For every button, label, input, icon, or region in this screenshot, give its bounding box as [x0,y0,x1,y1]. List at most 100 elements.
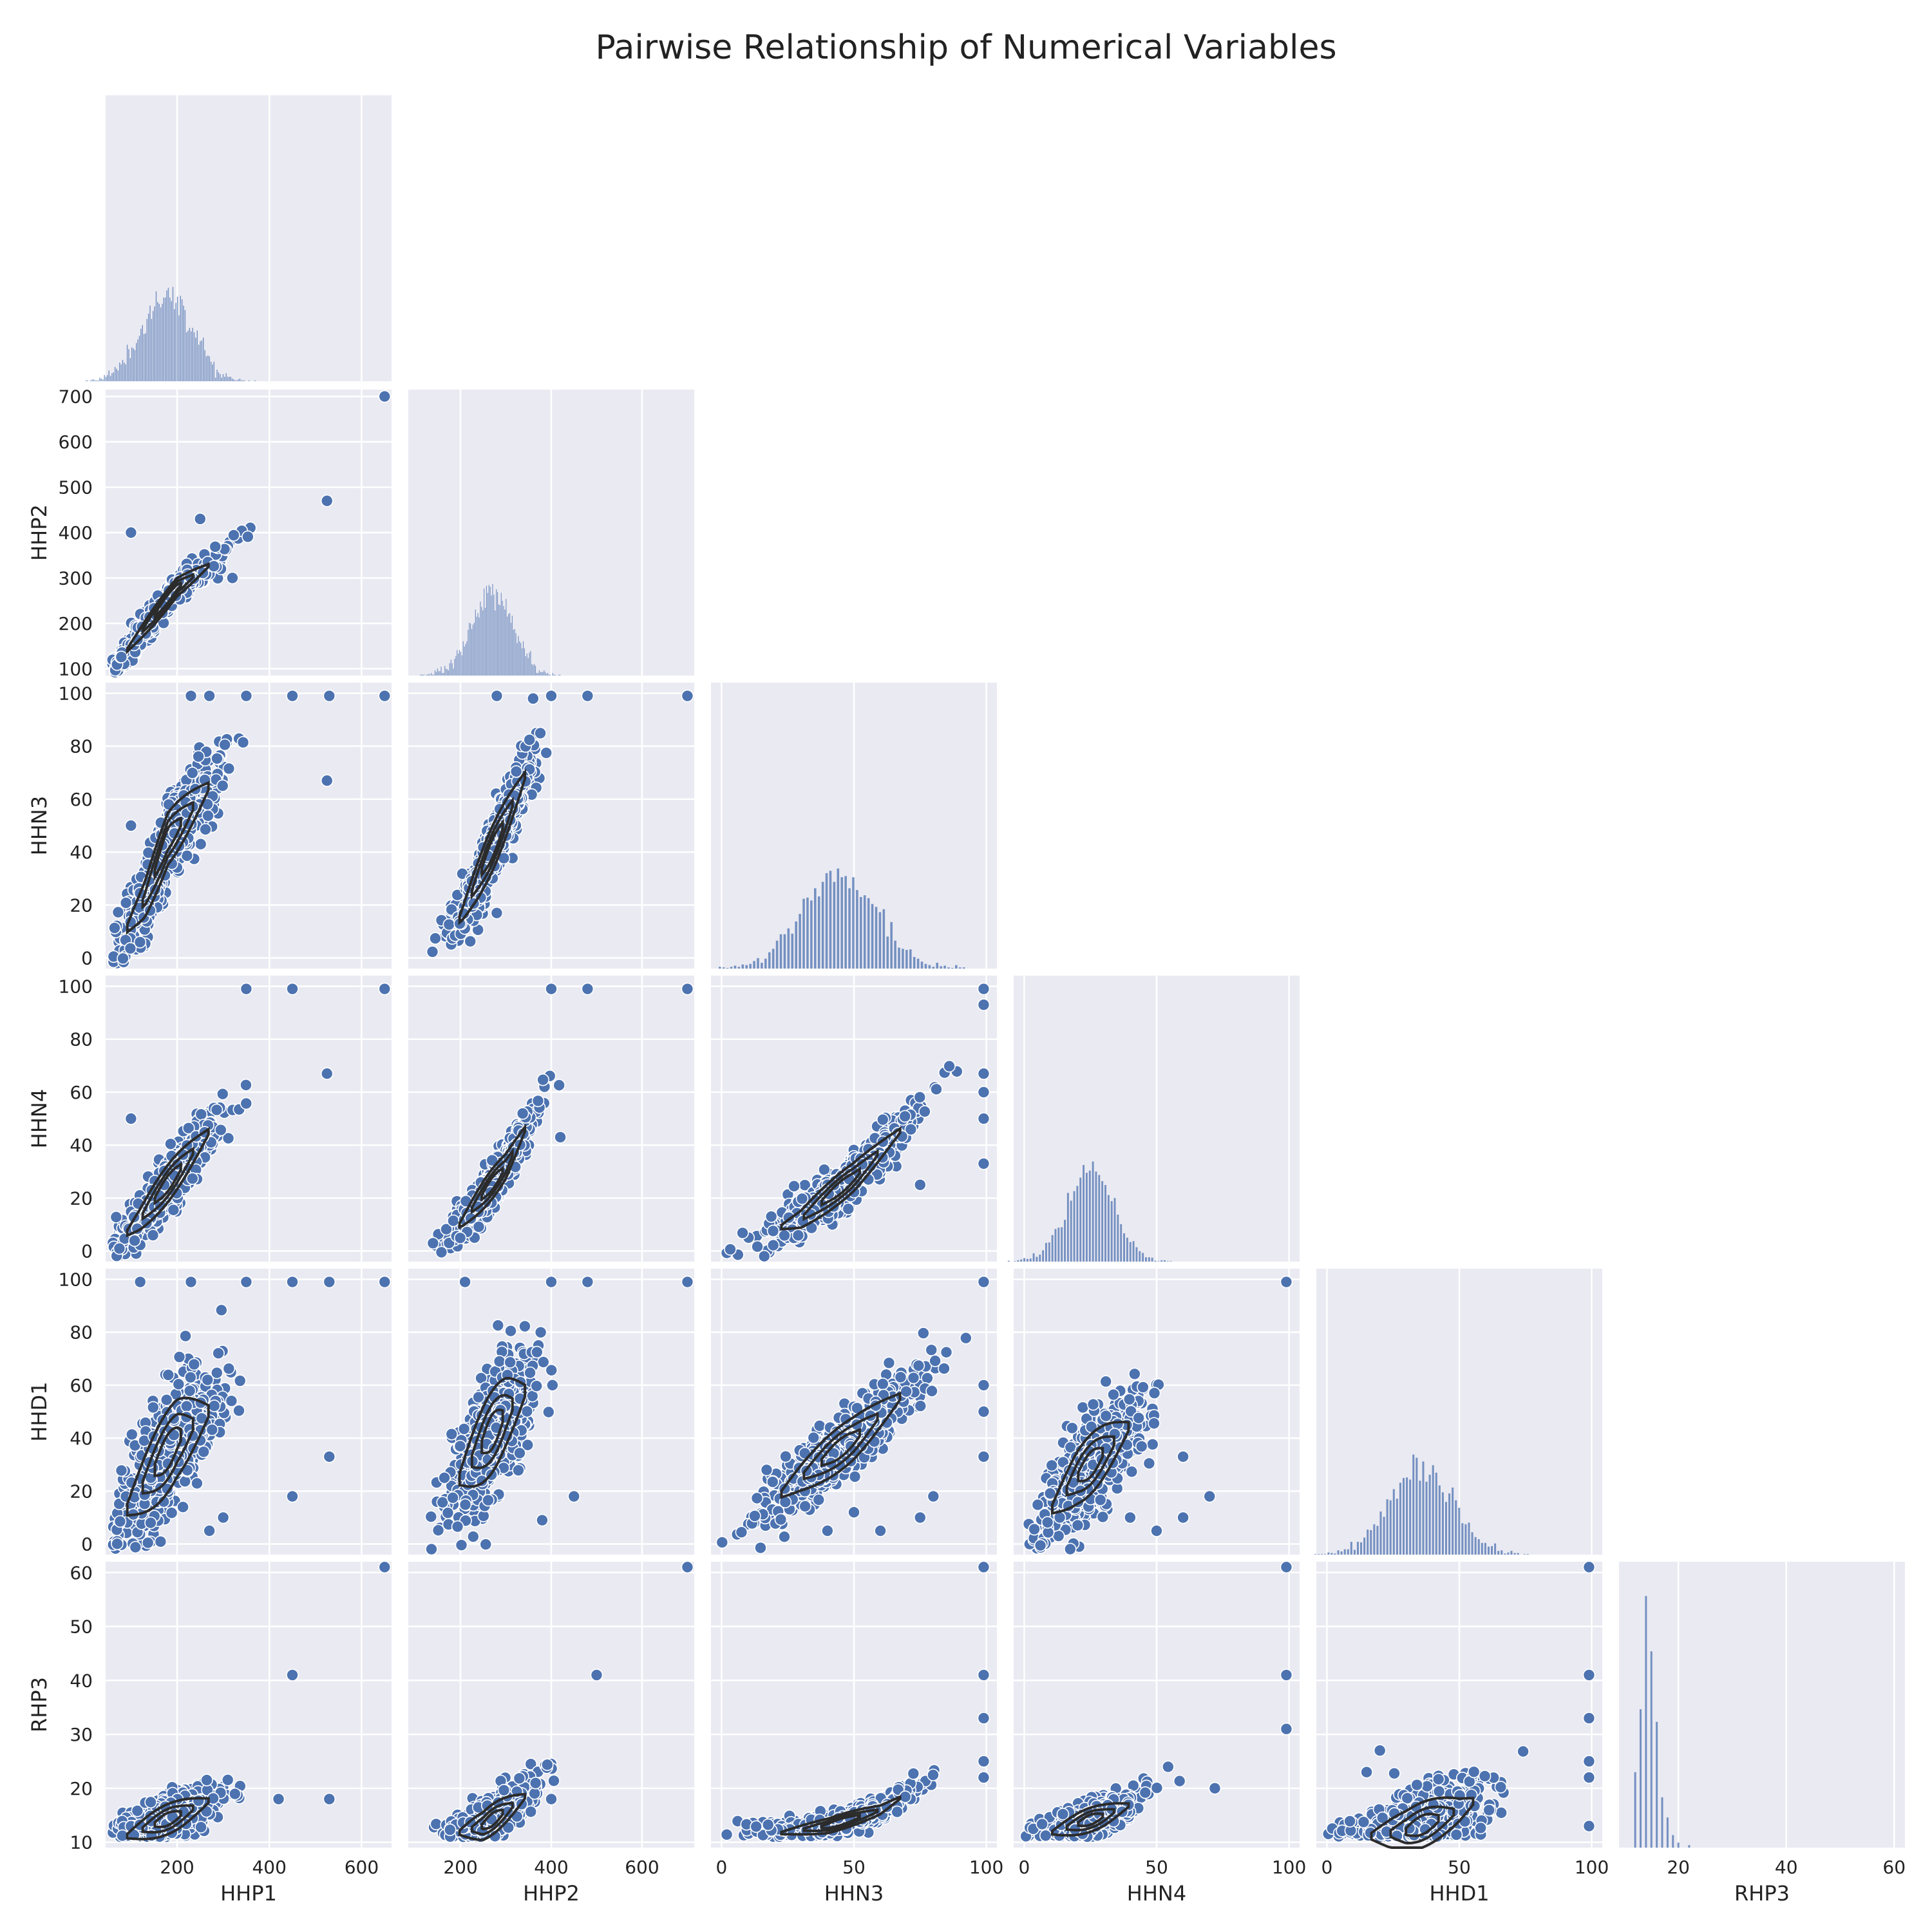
histogram-bar [745,965,748,969]
scatter-point [240,1097,253,1110]
histogram-bar [840,877,843,969]
scatter-point [426,945,439,958]
scatter-point [192,750,205,763]
histogram-bar [478,617,480,676]
histogram-bar [943,965,946,969]
histogram-bar [471,629,473,676]
histogram-bar [546,674,547,676]
histogram-bar [142,325,143,381]
diag-panel-hhn3 [711,683,997,969]
histogram-bar [806,897,809,969]
histogram-bar [151,319,153,381]
histogram-bar [1088,1170,1091,1262]
scatter-point [736,1226,749,1240]
scatter-point [183,1384,196,1397]
scatter-panel-hhn3-vs-hhp1 [106,683,392,970]
scatter-point [240,1078,252,1092]
scatter-point [216,779,229,792]
histogram-bar [203,337,204,381]
scatter-point [545,689,558,703]
histogram-bar [799,914,801,969]
scatter-point [442,918,456,931]
scatter-point [378,390,392,403]
scatter-point [286,982,299,996]
histogram-bar [787,928,790,969]
histogram-bar [1126,1237,1128,1262]
scatter-point [429,932,442,945]
histogram-bar [167,287,169,381]
scatter-point [464,934,477,948]
scatter-point [681,982,694,996]
histogram-bar [527,658,529,676]
histogram-bar [1045,1242,1047,1262]
scatter-point [126,1428,138,1441]
scatter-point [201,1373,214,1387]
scatter-point [115,650,128,664]
histogram-bar [1064,1220,1066,1262]
histogram-bar [844,876,847,969]
histogram-bar [225,373,227,381]
histogram-bar [852,877,855,969]
histogram-bar [473,623,475,676]
histogram-bar [192,328,193,381]
histogram-bar [916,958,920,969]
scatter-point [209,540,222,553]
scatter-point [531,1094,545,1108]
histogram-bar [174,309,175,381]
scatter-point [581,982,594,996]
scatter-point [509,765,523,778]
scatter-point [751,1240,764,1253]
histogram-bar [856,890,858,969]
histogram-bar [180,296,182,381]
histogram-bar [1170,1261,1172,1262]
histogram-bar [497,592,498,676]
diag-panel-hhp2 [408,390,694,676]
histogram-bar [1157,1261,1160,1262]
histogram-bar [962,967,965,969]
histogram-bar [216,370,218,381]
histogram-bar [160,307,162,381]
histogram-bar [829,871,832,969]
scatter-point [179,1329,192,1343]
histogram-bar [198,345,200,381]
histogram-bar [207,355,209,381]
histogram-bar [428,674,430,676]
histogram-bar [947,967,950,969]
histogram-bar [119,362,120,381]
scatter-point [323,689,336,703]
histogram-bar [446,669,448,676]
scatter-point [233,1374,247,1387]
histogram-bar [837,868,840,969]
scatter-point [527,692,540,705]
scatter-point [320,1067,334,1080]
histogram-bar [195,337,196,381]
histogram-bar [558,674,560,676]
scatter-point [240,982,253,996]
scatter-point [194,837,207,851]
histogram-bar [218,372,220,381]
histogram-bar [547,672,549,676]
scatter-point [173,1350,186,1363]
histogram-bar [498,604,500,676]
scatter-point [164,1137,177,1151]
histogram-bar [481,607,482,676]
histogram-bar [420,674,421,676]
histogram-bar [1123,1233,1125,1262]
histogram-bar [928,965,931,969]
histogram-bar [958,967,961,969]
scatter-point [232,1404,245,1417]
histogram-bar [147,313,149,381]
histogram-bar [1073,1191,1075,1262]
scatter-point [320,494,334,507]
histogram-bar [511,616,513,676]
scatter-point [977,1157,990,1170]
histogram-bar [214,377,216,381]
histogram-bar [516,643,518,676]
scatter-point [176,1501,189,1513]
scatter-point [778,1229,791,1242]
scatter-point [977,1086,990,1099]
scatter-point [426,1236,440,1250]
histogram-bar [783,934,786,969]
histogram-bar [924,963,927,969]
histogram-bar [183,305,184,381]
